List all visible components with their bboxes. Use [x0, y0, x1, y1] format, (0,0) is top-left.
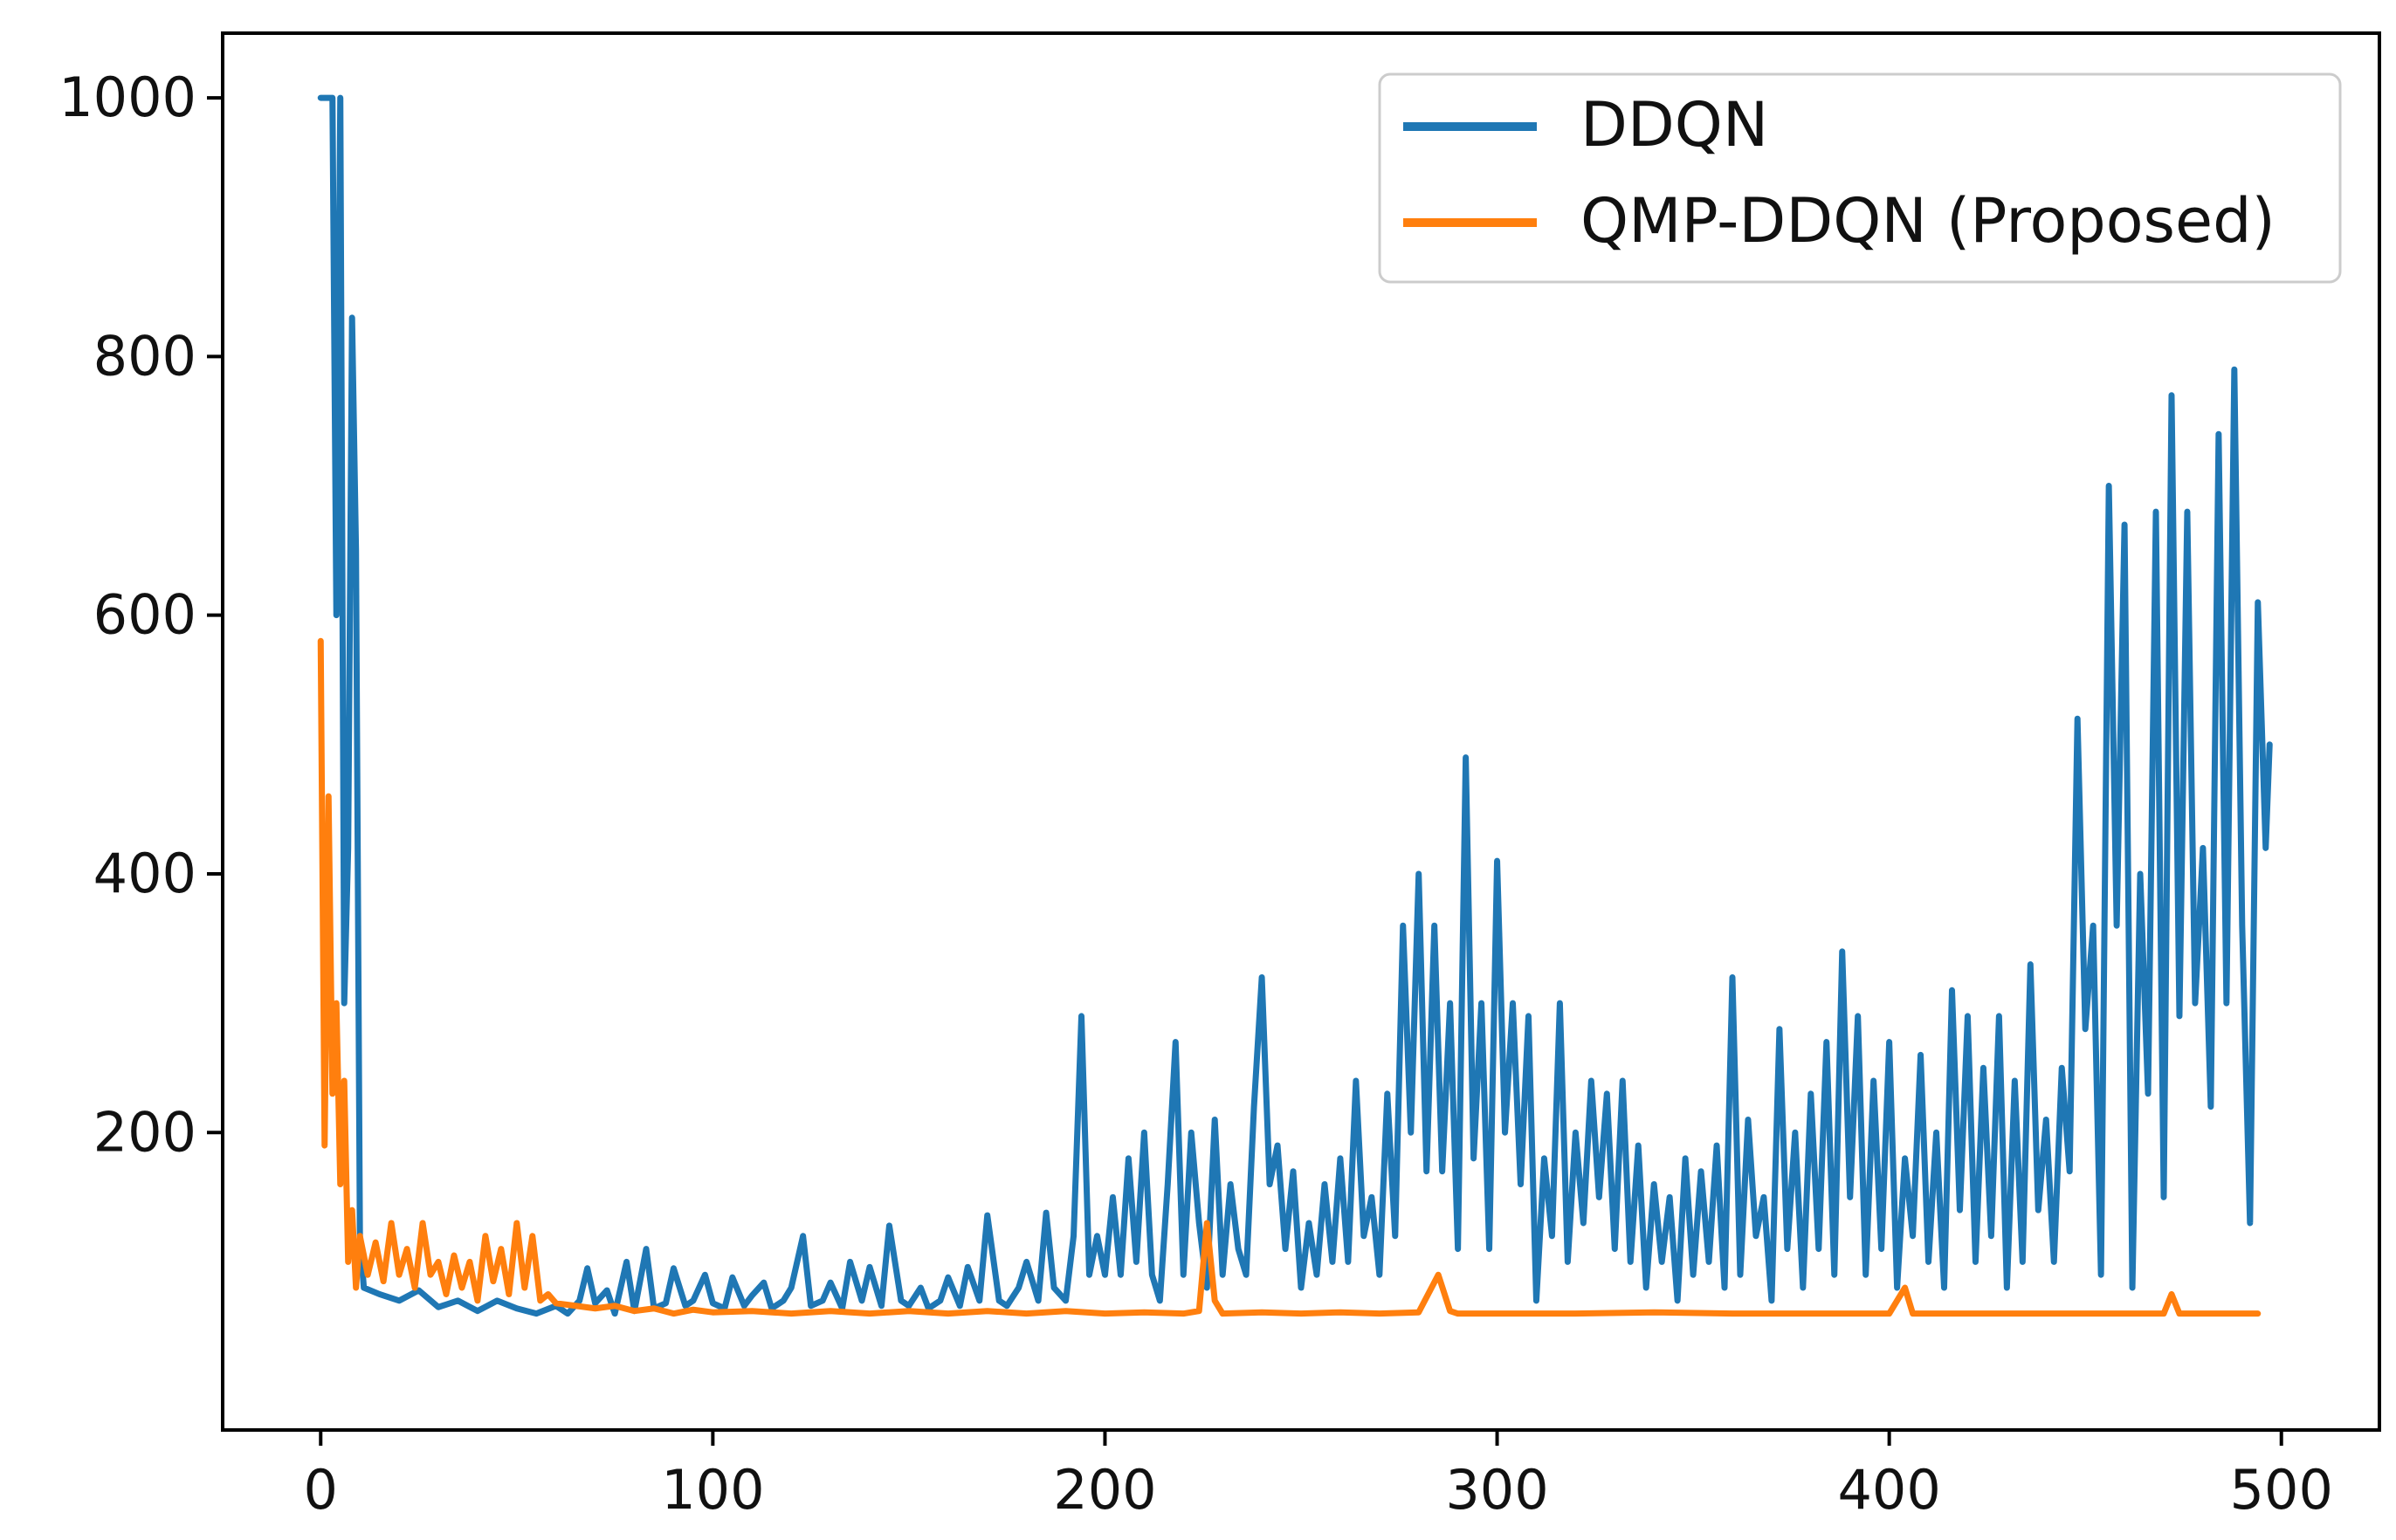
y-axis: 200 400 600 800 1000 [59, 65, 223, 1164]
x-tick-label: 0 [304, 1458, 338, 1522]
series-layer [317, 94, 2273, 1317]
y-tick-label: 200 [93, 1100, 196, 1164]
legend-label-ddqn: DDQN [1580, 89, 1768, 161]
plot-frame [221, 31, 2381, 1432]
series-line-qmp-ddqn [317, 637, 2262, 1317]
x-axis: 0 100 200 300 400 500 [304, 1430, 2333, 1522]
legend-label-qmp-ddqn: QMP-DDQN (Proposed) [1580, 185, 2276, 257]
x-tick-label: 200 [1053, 1458, 1156, 1522]
y-tick-label: 400 [93, 842, 196, 905]
series-line-ddqn [317, 94, 2273, 1317]
x-tick-label: 300 [1445, 1458, 1548, 1522]
x-tick-label: 400 [1837, 1458, 1940, 1522]
y-tick-label: 1000 [59, 65, 196, 129]
y-tick-label: 600 [93, 583, 196, 647]
x-tick-label: 100 [661, 1458, 764, 1522]
y-tick-label: 800 [93, 324, 196, 388]
legend-box [1378, 72, 2342, 284]
legend: DDQN QMP-DDQN (Proposed) [1378, 72, 2342, 284]
x-tick-label: 500 [2230, 1458, 2333, 1522]
